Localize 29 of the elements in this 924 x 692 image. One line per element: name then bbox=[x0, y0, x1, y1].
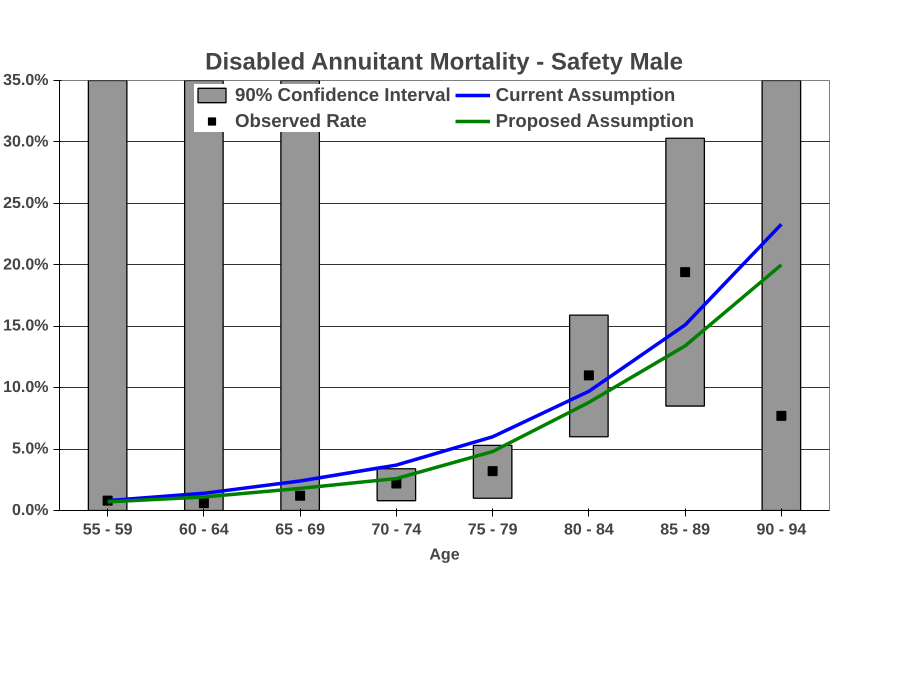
point bbox=[584, 370, 594, 380]
point bbox=[295, 490, 306, 501]
y-tick-label: 5.0% bbox=[12, 440, 48, 458]
chart-title: Disabled Annuitant Mortality - Safety Male bbox=[205, 48, 683, 76]
x-axis-title: Age bbox=[429, 546, 460, 564]
x-tick-label: 80 - 84 bbox=[564, 522, 614, 538]
x-tick-label: 75 - 79 bbox=[468, 522, 518, 538]
point bbox=[680, 267, 690, 278]
x-tick-label: 70 - 74 bbox=[371, 522, 422, 538]
y-tick-label: 35.0% bbox=[3, 72, 49, 89]
y-tick-label: 25.0% bbox=[3, 194, 49, 212]
x-tick-label: 85 - 89 bbox=[660, 522, 710, 538]
x-tick-label: 55 - 59 bbox=[82, 522, 133, 538]
legend-label: Current Assumption bbox=[496, 84, 676, 106]
legend-label: Observed Rate bbox=[235, 110, 367, 132]
x-tick-label: 60 - 64 bbox=[178, 522, 229, 538]
x-tick-label: 90 - 94 bbox=[756, 522, 806, 538]
point bbox=[488, 466, 498, 476]
point bbox=[776, 410, 786, 421]
y-tick-label: 0.0% bbox=[12, 502, 48, 519]
legend-label: Proposed Assumption bbox=[496, 110, 694, 132]
y-tick-label: 10.0% bbox=[3, 379, 49, 396]
y-tick-label: 30.0% bbox=[3, 133, 49, 150]
y-tick-label: 20.0% bbox=[3, 256, 49, 274]
x-tick-label: 65 - 69 bbox=[275, 522, 326, 538]
y-tick-label: 15.0% bbox=[3, 318, 49, 335]
point bbox=[198, 498, 209, 508]
legend-label: 90% Confidence Interval bbox=[235, 84, 451, 106]
bar bbox=[568, 314, 609, 438]
